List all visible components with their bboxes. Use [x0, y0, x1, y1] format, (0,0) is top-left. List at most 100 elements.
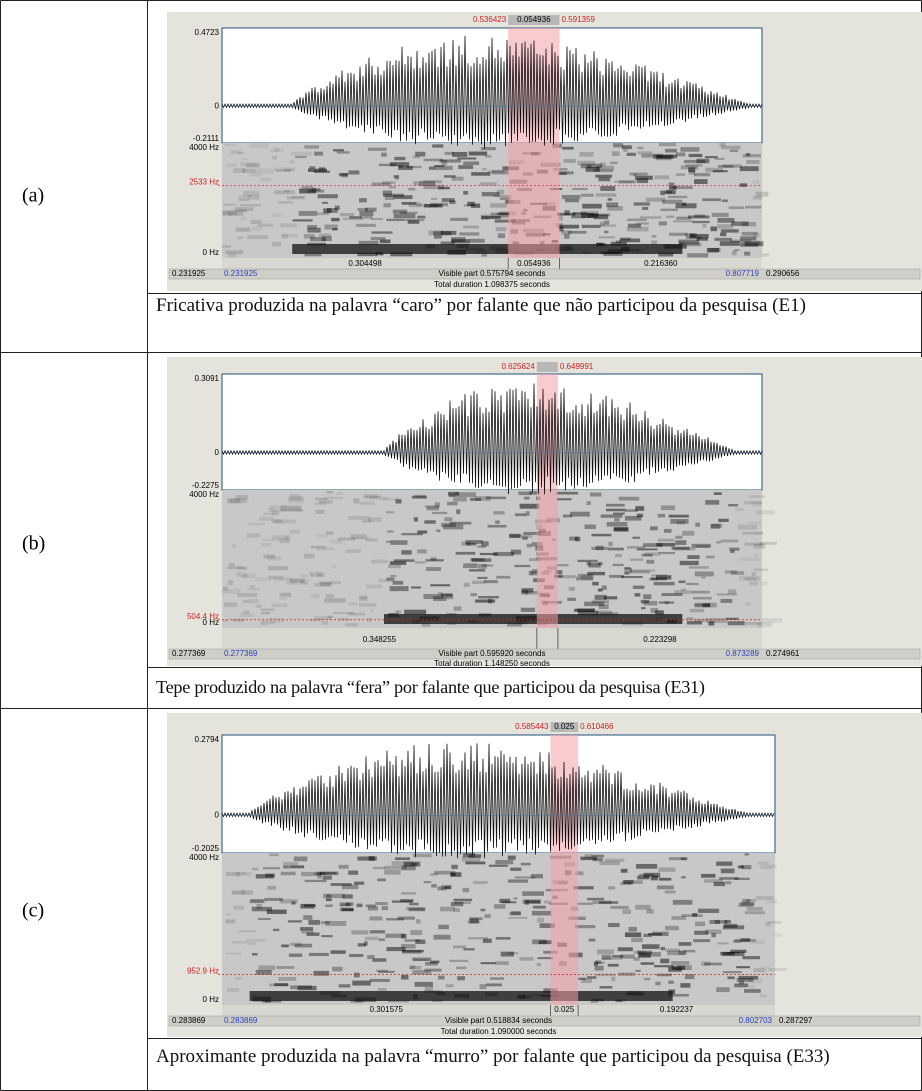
spectrogram-texture: [672, 185, 693, 190]
spectrogram-texture: [514, 513, 527, 517]
spectrogram-texture: [765, 921, 771, 927]
spectrogram-texture: [645, 197, 666, 202]
spectrogram-texture: [301, 871, 322, 877]
spectrogram-texture: [607, 963, 619, 967]
spectrogram-texture: [587, 165, 592, 168]
spectrogram-texture: [301, 185, 314, 189]
spectrogram-texture: [664, 890, 676, 894]
spectrogram-texture: [598, 236, 615, 239]
spectrogram-texture: [658, 221, 667, 226]
spectrogram-texture: [607, 198, 613, 201]
spectrogram-texture: [397, 916, 415, 920]
spectrogram-texture: [381, 152, 387, 157]
spectrogram-texture: [484, 914, 491, 918]
spectrogram-texture: [291, 901, 296, 905]
spectrogram-texture: [367, 617, 372, 622]
spectrogram-texture: [293, 856, 308, 862]
spectrogram-texture: [691, 543, 711, 548]
spectrogram-texture: [637, 950, 653, 954]
voicing-bar: [292, 244, 683, 254]
spectrogram-texture: [415, 151, 426, 157]
spectrogram-texture: [665, 948, 680, 952]
segment-row: [222, 258, 762, 269]
spectrogram-texture: [440, 906, 455, 912]
spectrogram-texture: [333, 149, 345, 152]
spectrogram-texture: [274, 983, 289, 987]
spectrogram-texture: [385, 933, 406, 938]
window-start: 0.231925: [224, 269, 258, 278]
spectrogram-texture: [264, 897, 283, 901]
spectrogram-texture: [234, 207, 254, 211]
spectrogram-texture: [553, 575, 564, 578]
spectrogram-texture: [594, 965, 604, 971]
spectrogram-texture: [634, 593, 641, 597]
spectrogram-texture: [268, 853, 279, 857]
spectrogram-texture: [571, 215, 587, 219]
spectrogram-texture: [658, 143, 677, 147]
spectrogram-texture: [669, 185, 677, 190]
spectrogram-texture: [455, 492, 476, 498]
spectrogram-texture: [663, 528, 672, 533]
amplitude-zero: 0: [215, 810, 220, 819]
spectrogram-texture: [643, 543, 663, 547]
spectrogram-texture: [237, 593, 258, 597]
spectrogram-texture: [461, 856, 481, 862]
spectrogram-texture: [518, 491, 532, 496]
spectrogram-texture: [440, 241, 455, 245]
spectrogram-texture: [409, 965, 416, 970]
spectrogram-texture: [342, 217, 364, 221]
spectrogram-texture: [679, 241, 700, 245]
spectrogram-texture: [481, 168, 487, 171]
spectrogram-texture: [708, 621, 715, 626]
spectrogram-texture: [728, 504, 739, 507]
spectrogram-texture: [593, 961, 599, 966]
spectrogram-texture: [654, 175, 670, 180]
frequency-min: 0 Hz: [203, 618, 219, 627]
spectrogram-texture: [720, 229, 739, 233]
spectrogram-texture: [585, 167, 600, 172]
spectrogram-texture: [650, 877, 658, 881]
spectrogram-texture: [269, 621, 275, 625]
spectrogram-texture: [431, 511, 448, 515]
spectrogram-texture: [441, 198, 455, 202]
spectrogram-texture: [350, 534, 367, 540]
spectrogram-texture: [477, 576, 488, 579]
spectrogram-texture: [748, 521, 762, 525]
spectrogram-texture: [267, 507, 282, 513]
spectrogram-texture: [561, 230, 572, 235]
spectrogram-texture: [240, 216, 246, 221]
spectrogram-texture: [411, 586, 422, 589]
spectrogram-texture: [684, 242, 702, 247]
spectrogram-texture: [329, 539, 343, 544]
spectrogram-texture: [325, 898, 332, 902]
spectrogram-texture: [755, 191, 769, 197]
spectrogram-texture: [668, 182, 675, 186]
spectrogram-texture: [558, 171, 574, 175]
spectrogram-texture: [637, 146, 644, 150]
spectrogram-texture: [693, 939, 711, 943]
spectrogram-texture: [623, 879, 634, 885]
spectrogram-texture: [357, 856, 377, 861]
spectrogram-texture: [622, 909, 631, 915]
spectrogram-texture: [392, 209, 408, 214]
spectrogram-texture: [668, 980, 674, 984]
spectrogram-texture: [702, 603, 711, 608]
selection-start: 0.536423: [473, 15, 507, 24]
spectrogram-texture: [271, 213, 283, 217]
selection-end: 0.610466: [580, 722, 614, 731]
spectrogram-texture: [400, 899, 414, 902]
spectrogram-texture: [359, 501, 375, 505]
spectrogram-texture: [495, 227, 507, 232]
spectrogram-texture: [469, 918, 479, 924]
spectrogram-texture: [636, 863, 658, 869]
spectrogram-texture: [586, 213, 594, 218]
spectrogram-texture: [262, 867, 280, 870]
spectrogram-texture: [614, 527, 629, 532]
spectrogram-texture: [226, 498, 241, 504]
spectrogram-texture: [719, 877, 739, 880]
spectrogram-texture: [618, 496, 640, 501]
spectrogram-texture: [330, 950, 346, 954]
spectrogram-texture: [325, 594, 334, 598]
spectrogram-texture: [624, 509, 638, 512]
spectrogram-texture: [487, 170, 505, 174]
